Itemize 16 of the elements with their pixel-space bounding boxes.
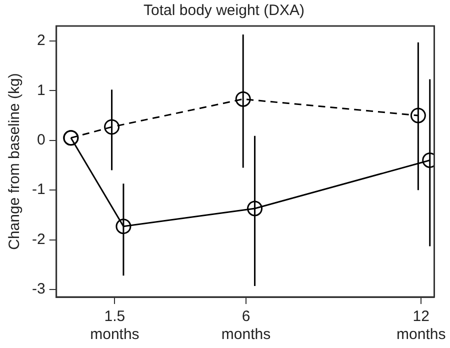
y-tick-label: 2 [36,32,46,50]
y-tick-label: 1 [36,82,46,99]
y-axis-title: Change from baseline (kg) [6,73,24,250]
point [104,119,120,135]
y-tick-label: 0 [36,132,46,149]
point [247,200,263,216]
x-tick-label: 12 months [396,308,446,344]
x-tick-label: 1.5 months [90,308,140,344]
point [410,108,426,124]
point [235,91,251,107]
y-tick-label: -3 [32,280,46,298]
y-tick-label: -2 [32,230,46,248]
x-tick-label: 6 months [221,308,271,344]
chart-title: Total body weight (DXA) [144,2,304,20]
point [116,218,132,234]
y-tick-label: -1 [32,181,46,198]
